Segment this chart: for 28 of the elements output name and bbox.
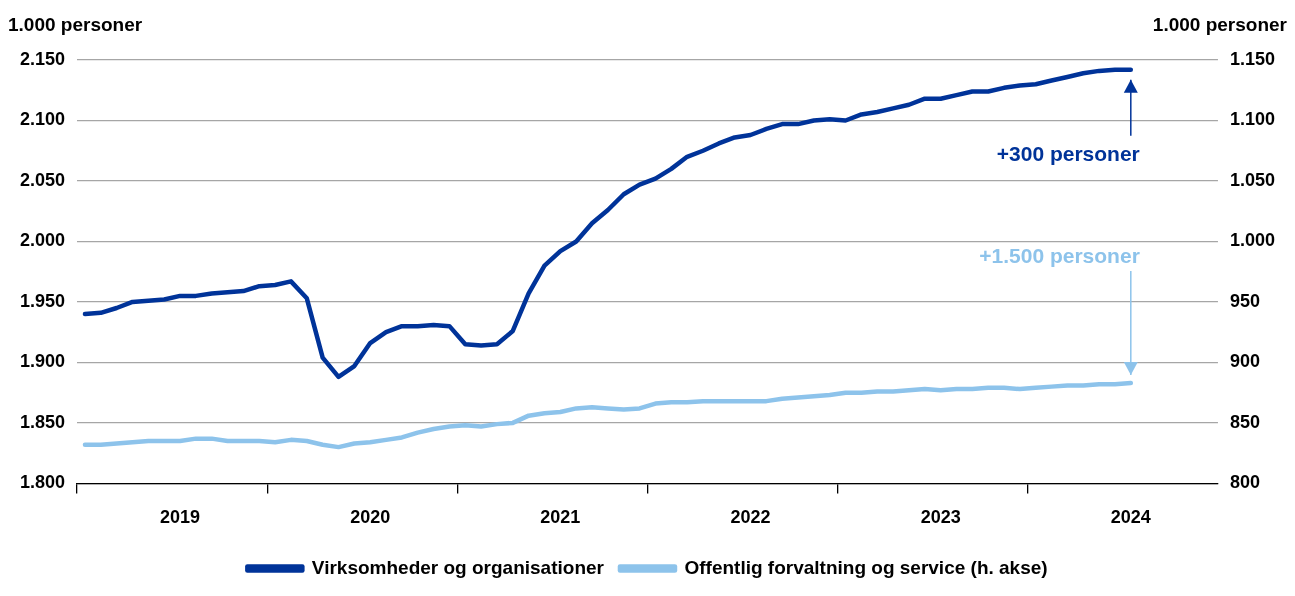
y-tick-label: 2.000 — [20, 230, 66, 251]
y-tick-label: 1.850 — [20, 411, 66, 432]
y2-tick-label: 1.050 — [1229, 169, 1275, 190]
legend-label: Offentlig forvaltning og service (h. akse) — [684, 556, 1048, 578]
y-tick-label: 1.950 — [20, 290, 66, 311]
y-tick-label: 1.900 — [20, 351, 66, 372]
y2-tick-label: 1.100 — [1229, 109, 1275, 130]
y2-axis-title: 1.000 personer — [1152, 14, 1287, 36]
y-tick-label: 2.100 — [20, 109, 66, 130]
annotation: +1.500 personer — [979, 243, 1140, 267]
y2-tick-label: 800 — [1229, 472, 1260, 493]
y-axis-title: 1.000 personer — [8, 14, 143, 36]
y2-tick-label: 1.150 — [1229, 48, 1275, 69]
y2-tick-label: 850 — [1229, 411, 1260, 432]
x-tick-label: 2024 — [1110, 507, 1151, 528]
y-tick-label: 2.150 — [20, 48, 66, 69]
x-tick-label: 2023 — [920, 507, 961, 528]
y-tick-label: 2.050 — [20, 169, 66, 190]
legend-label: Virksomheder og organisationer — [311, 556, 605, 578]
x-tick-label: 2020 — [350, 507, 391, 528]
y2-tick-label: 950 — [1229, 290, 1260, 311]
y2-tick-label: 900 — [1229, 351, 1260, 372]
x-tick-label: 2022 — [730, 507, 771, 528]
x-tick-label: 2021 — [540, 507, 581, 528]
y-tick-label: 1.800 — [20, 472, 66, 493]
x-tick-label: 2019 — [160, 507, 201, 528]
annotation: +300 personer — [996, 142, 1140, 166]
y2-tick-label: 1.000 — [1229, 230, 1275, 251]
